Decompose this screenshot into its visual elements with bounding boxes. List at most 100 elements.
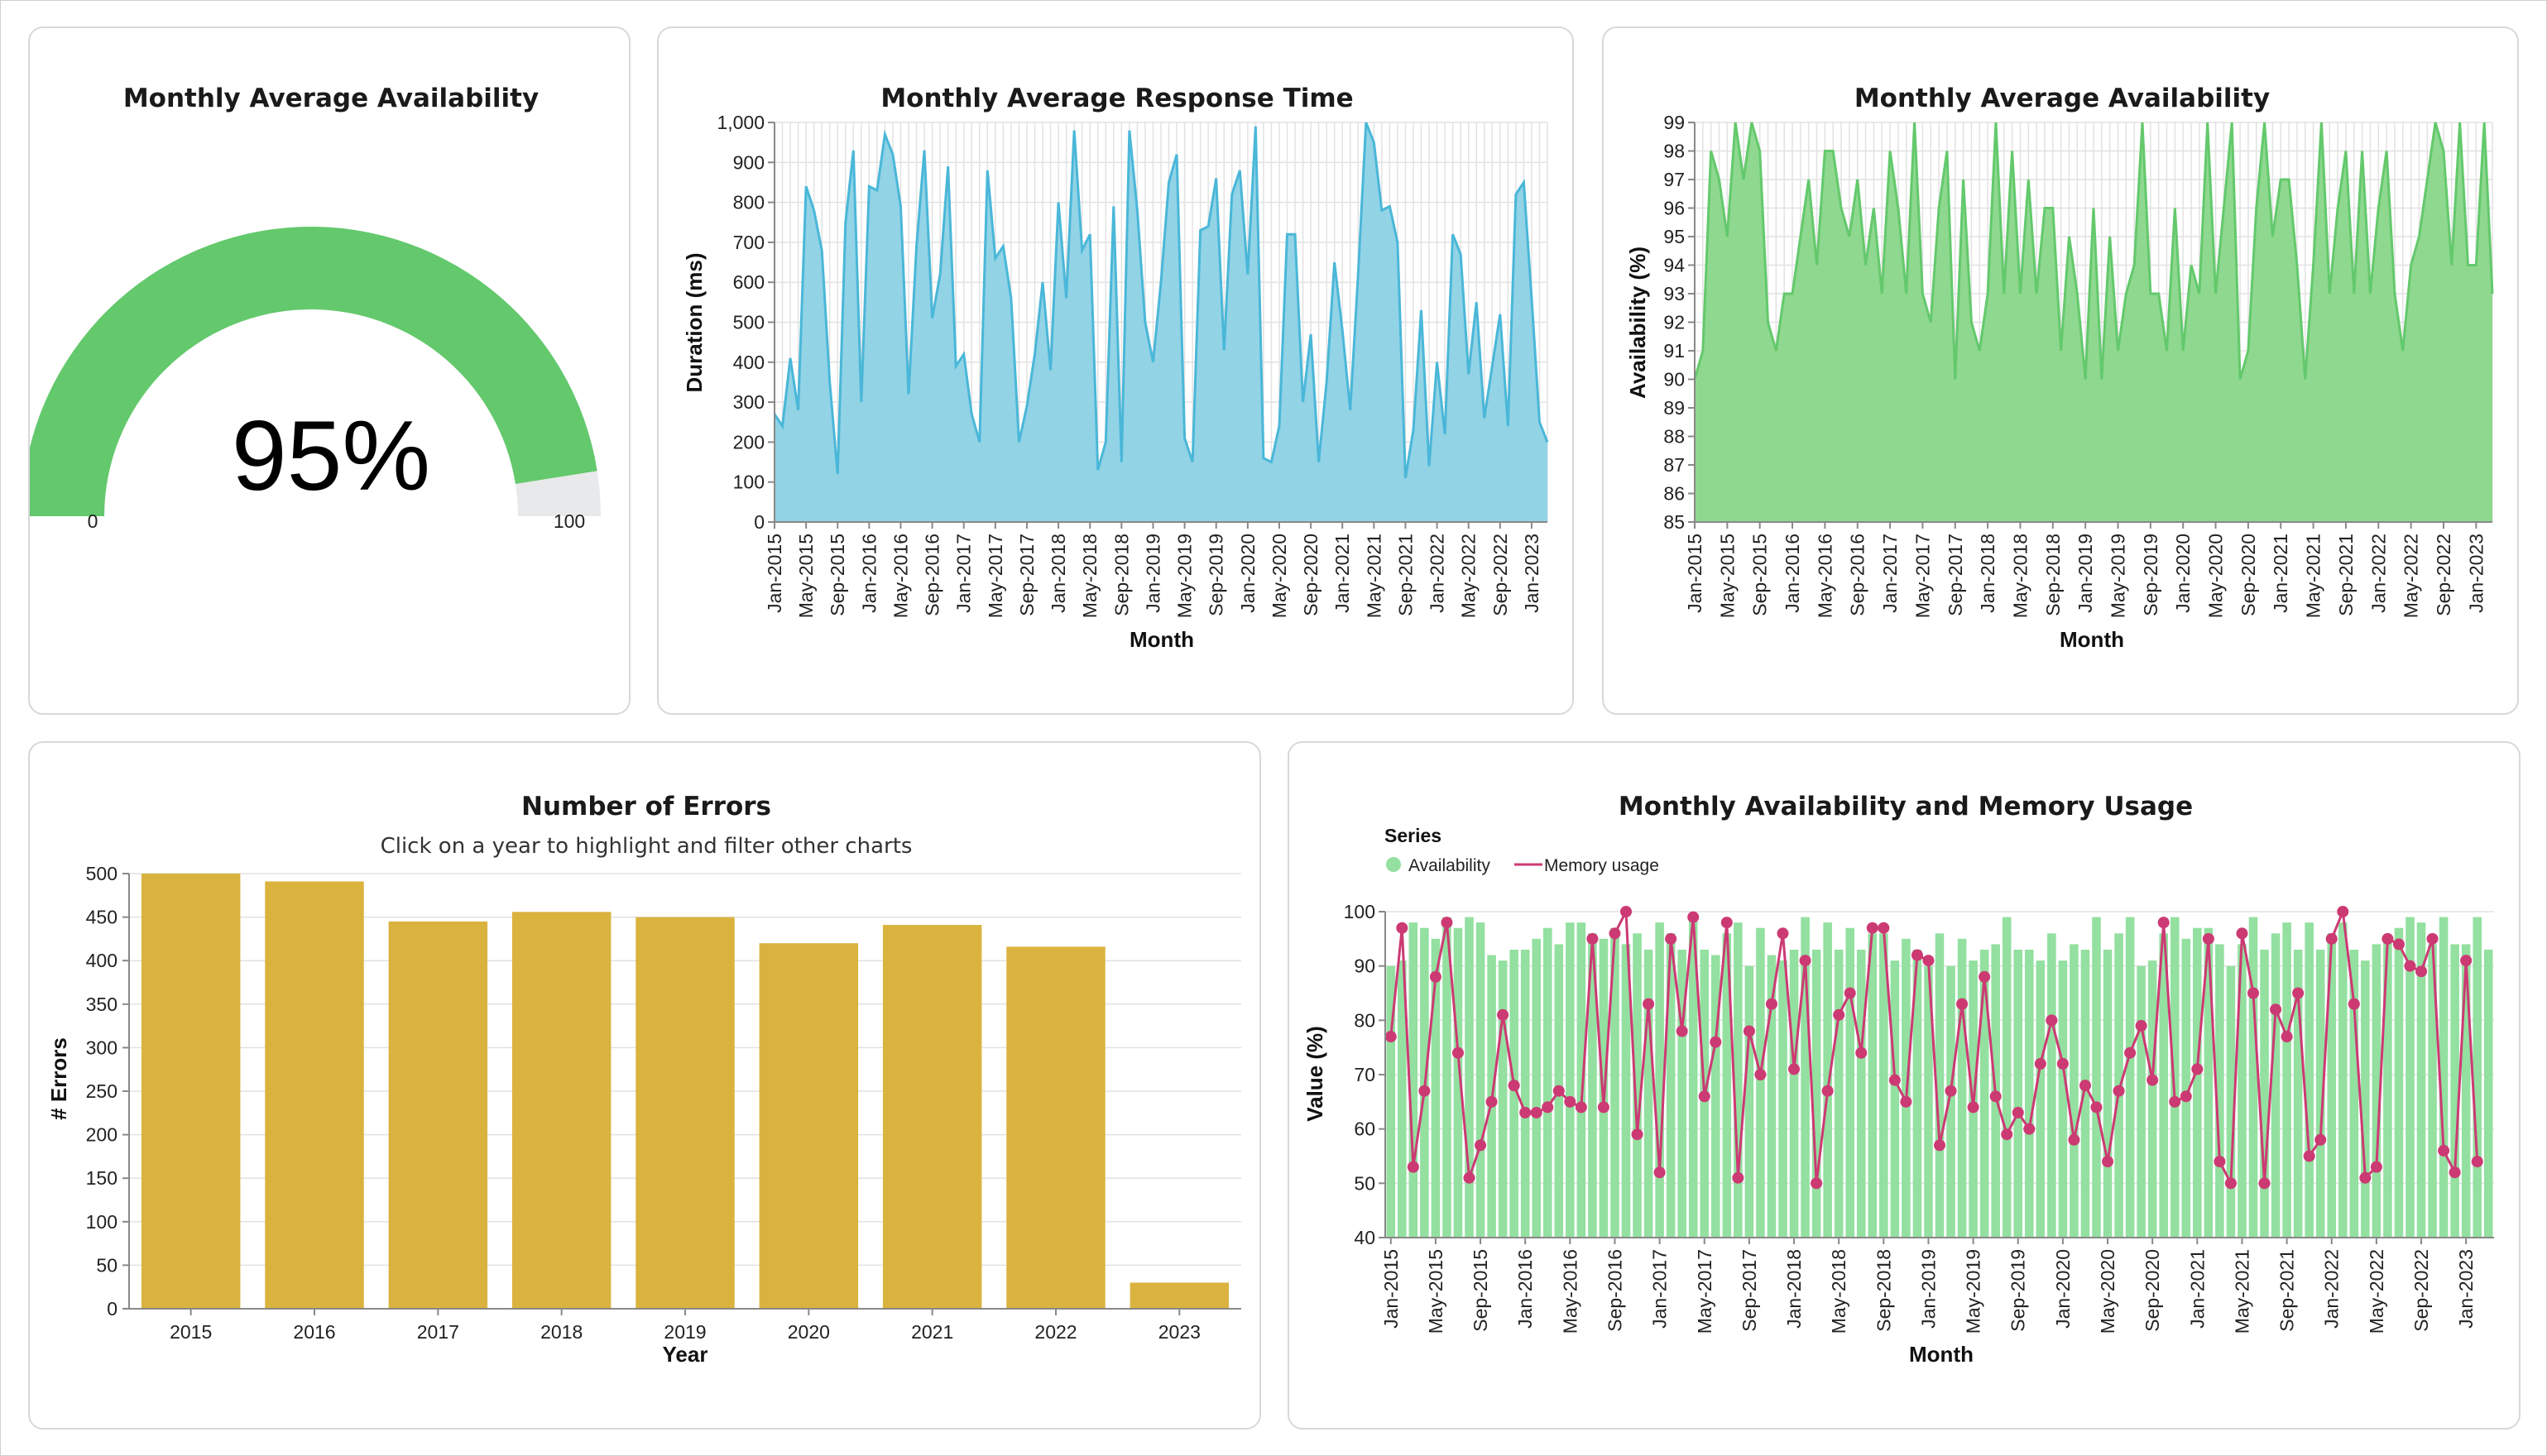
x-tick-label: May-2017: [985, 534, 1006, 618]
availability-bar: [2406, 917, 2415, 1238]
error-bar-2022[interactable]: [1006, 946, 1106, 1309]
availability-bar: [2047, 933, 2056, 1238]
memory-usage-point: [2191, 1063, 2204, 1075]
memory-usage-point: [1765, 998, 1777, 1010]
y-tick-label: 86: [1663, 483, 1685, 505]
memory-usage-point: [2404, 960, 2416, 972]
availability-title: Monthly Average Availability: [1854, 84, 2270, 113]
memory-usage-point: [1922, 955, 1935, 967]
x-tick-label: Sep-2020: [2142, 1249, 2163, 1332]
availability-bar: [1431, 938, 1441, 1238]
x-tick-label: Jan-2022: [2367, 534, 2389, 613]
x-tick-label: Jan-2016: [1514, 1249, 1536, 1329]
y-tick-label: 700: [733, 232, 765, 253]
availability-bar: [1957, 938, 1967, 1238]
memory-usage-point: [1687, 911, 1700, 923]
availability-bar: [2036, 960, 2046, 1238]
memory-usage-point: [1564, 1095, 1576, 1108]
error-bar-2016[interactable]: [265, 881, 364, 1309]
y-tick-label: 99: [1663, 112, 1685, 133]
x-tick-label: Sep-2020: [1300, 534, 1321, 616]
x-tick-label: Jan-2015: [1684, 534, 1705, 613]
y-tick-label: 50: [1354, 1172, 1375, 1194]
availability-bar: [1643, 949, 1653, 1238]
gauge-svg: Monthly Average Availability 95% 0 100: [30, 84, 601, 532]
memory-usage-point: [1900, 1095, 1912, 1108]
memory-usage-point: [1441, 917, 1453, 929]
legend-availability-label[interactable]: Availability: [1408, 856, 1490, 875]
error-bar-2015[interactable]: [141, 874, 241, 1309]
memory-usage-point: [1597, 1101, 1609, 1114]
y-tick-label: 150: [86, 1167, 118, 1189]
y-tick-label: 0: [107, 1298, 118, 1320]
y-tick-label: 200: [86, 1124, 118, 1146]
x-tick-label: 2015: [170, 1321, 212, 1343]
memory-usage-point: [1956, 998, 1969, 1010]
error-bar-2023[interactable]: [1130, 1282, 1230, 1309]
memory-usage-point: [1799, 955, 1811, 967]
memory-usage-point: [1631, 1128, 1643, 1141]
x-tick-label: Sep-2021: [1394, 534, 1416, 616]
memory-usage-point: [2281, 1031, 2293, 1043]
x-tick-label: Sep-2019: [1206, 534, 1227, 616]
memory-usage-point: [2392, 938, 2405, 951]
availability-bar: [1789, 949, 1799, 1238]
availability-bar: [2204, 927, 2214, 1238]
gauge-min-label: 0: [88, 510, 98, 532]
memory-usage-point: [1967, 1101, 1979, 1114]
x-tick-label: Jan-2016: [858, 534, 880, 613]
availability-bar: [1744, 965, 1754, 1238]
x-tick-label: Sep-2018: [1110, 534, 1132, 616]
memory-usage-point: [1878, 922, 1890, 934]
availability-bar: [2002, 917, 2012, 1238]
memory-usage-point: [2157, 917, 2170, 929]
x-tick-label: May-2019: [1174, 534, 1196, 618]
errors-chart[interactable]: Number of Errors Click on a year to high…: [30, 743, 1263, 1431]
availability-memory-chart[interactable]: Monthly Availability and Memory Usage Se…: [1289, 743, 2522, 1431]
x-tick-label: Jan-2017: [1879, 534, 1901, 613]
error-bar-2020[interactable]: [759, 943, 859, 1309]
x-tick-label: Sep-2016: [1604, 1249, 1625, 1332]
availability-bar: [2159, 933, 2168, 1238]
error-bar-2018[interactable]: [511, 912, 612, 1309]
error-bar-2021[interactable]: [882, 925, 982, 1309]
error-bar-2019[interactable]: [636, 917, 735, 1309]
y-tick-label: 1,000: [717, 112, 765, 133]
availability-bar: [1879, 933, 1888, 1238]
y-tick-label: 80: [1354, 1009, 1375, 1031]
memory-usage-point: [2046, 1014, 2058, 1027]
memory-usage-point: [1710, 1036, 1722, 1048]
x-tick-label: Jan-2022: [2321, 1249, 2343, 1329]
x-tick-label: May-2022: [2401, 534, 2422, 618]
availability-bar: [2193, 927, 2202, 1238]
memory-usage-point: [1811, 1177, 1823, 1190]
y-tick-label: 91: [1663, 340, 1685, 362]
memory-usage-point: [2236, 927, 2248, 940]
gauge-title: Monthly Average Availability: [123, 84, 539, 113]
availability-bar: [1408, 922, 1418, 1238]
y-tick-label: 900: [733, 151, 765, 173]
legend-memory-label[interactable]: Memory usage: [1544, 856, 1659, 875]
availability-bar: [2327, 933, 2337, 1238]
memory-usage-point: [1519, 1106, 1532, 1118]
x-tick-label: Jan-2021: [2270, 534, 2291, 613]
availability-bar: [2483, 949, 2493, 1238]
availability-chart[interactable]: Monthly Average Availability 85 86 87 88 89 9…: [1604, 28, 2521, 716]
response-time-chart[interactable]: Monthly Average Response Time 0 100 200 300…: [659, 28, 1576, 716]
availability-bar: [2305, 922, 2314, 1238]
memory-usage-point: [1911, 949, 1923, 961]
x-tick-label: 2018: [540, 1321, 583, 1343]
memory-usage-point: [2224, 1177, 2237, 1190]
x-tick-label: Sep-2017: [1945, 534, 1966, 616]
y-tick-label: 350: [86, 994, 118, 1015]
memory-usage-point: [2359, 1171, 2372, 1184]
error-bar-2017[interactable]: [388, 921, 488, 1309]
y-tick-label: 40: [1354, 1227, 1375, 1248]
x-tick-label: May-2021: [2303, 534, 2324, 618]
y-tick-label: 500: [733, 312, 765, 333]
y-tick-label: 85: [1663, 511, 1685, 533]
y-tick-label: 98: [1663, 141, 1685, 162]
memory-usage-point: [2202, 932, 2214, 945]
errors-title: Number of Errors: [521, 792, 771, 821]
memory-usage-point: [1620, 906, 1633, 917]
